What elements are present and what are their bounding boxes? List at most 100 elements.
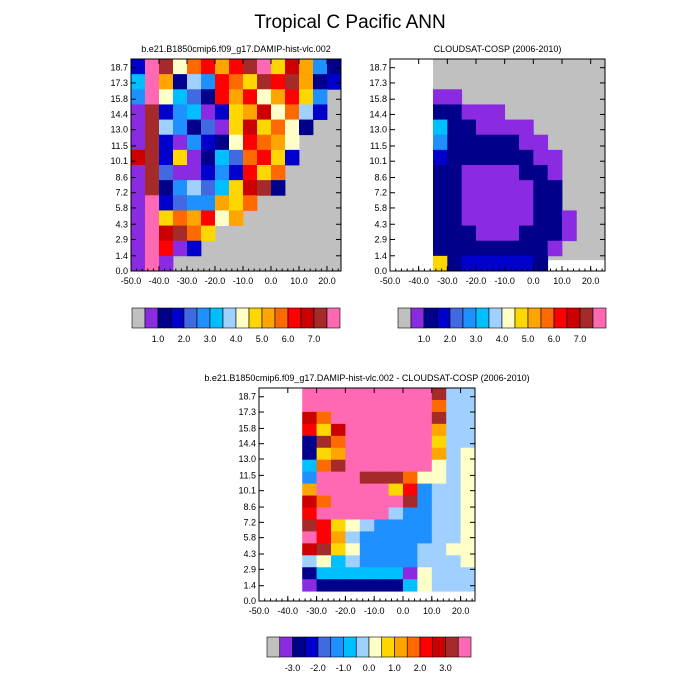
heatmap-cell bbox=[271, 59, 286, 75]
heatmap-cell bbox=[417, 579, 433, 592]
heatmap-cell bbox=[374, 399, 389, 413]
heatmap-cell bbox=[173, 195, 188, 211]
heatmap-cell bbox=[313, 104, 328, 120]
heatmap-cell bbox=[131, 210, 146, 226]
heatmap-cell bbox=[490, 134, 506, 151]
heatmap-cell bbox=[359, 423, 375, 437]
y-tick-label: 1.4 bbox=[374, 251, 387, 261]
heatmap-cell bbox=[433, 225, 448, 242]
heatmap-cell bbox=[433, 165, 448, 181]
heatmap-cell bbox=[173, 59, 188, 75]
heatmap-cell bbox=[461, 104, 477, 120]
heatmap-cell bbox=[460, 519, 476, 532]
x-tick-label: 0.0 bbox=[265, 276, 278, 286]
heatmap-cell bbox=[446, 507, 461, 520]
heatmap-cell bbox=[388, 495, 404, 508]
heatmap-cell bbox=[461, 165, 477, 181]
heatmap-cell bbox=[431, 471, 447, 485]
heatmap-cell bbox=[257, 180, 272, 196]
heatmap-cell bbox=[374, 555, 389, 568]
colorbar-swatch bbox=[579, 307, 594, 329]
heatmap-cell bbox=[187, 240, 202, 257]
heatmap-cell bbox=[331, 567, 346, 580]
heatmap-cell bbox=[187, 59, 202, 75]
heatmap-cell bbox=[331, 399, 346, 413]
heatmap-cell bbox=[229, 119, 244, 136]
heatmap-cell bbox=[187, 119, 202, 136]
x-tick-label: -10.0 bbox=[233, 276, 254, 286]
heatmap-cell bbox=[345, 555, 361, 568]
heatmap-cell bbox=[187, 225, 202, 242]
heatmap-cell bbox=[533, 210, 549, 226]
heatmap-cell bbox=[374, 471, 389, 485]
heatmap-cell bbox=[187, 165, 202, 181]
colorbar-label: 1.0 bbox=[152, 334, 165, 344]
colorbar-label: 2.0 bbox=[414, 663, 427, 673]
heatmap-cell bbox=[461, 119, 477, 136]
colorbar-swatch bbox=[475, 307, 490, 329]
heatmap-cell bbox=[187, 210, 202, 226]
heatmap-cell bbox=[433, 255, 448, 272]
heatmap-cell bbox=[173, 104, 188, 120]
y-tick-label: 17.3 bbox=[238, 407, 256, 417]
colorbar-label: 0.0 bbox=[363, 663, 376, 673]
heatmap-cell bbox=[131, 225, 146, 242]
heatmap-cell bbox=[417, 471, 433, 485]
heatmap-cell bbox=[229, 104, 244, 120]
heatmap-cell bbox=[533, 165, 549, 181]
heatmap-cell bbox=[331, 423, 346, 437]
colorbar-swatch bbox=[287, 307, 302, 329]
heatmap-cell bbox=[460, 388, 476, 401]
y-tick-label: 5.8 bbox=[374, 203, 387, 213]
heatmap-cell bbox=[461, 149, 477, 166]
heatmap-cell bbox=[490, 104, 506, 120]
heatmap-cell bbox=[476, 210, 491, 226]
colorbar-label: -1.0 bbox=[336, 663, 352, 673]
heatmap-cell bbox=[504, 180, 520, 196]
heatmap-cell bbox=[159, 59, 174, 75]
heatmap-cell bbox=[201, 180, 216, 196]
heatmap-cell bbox=[285, 59, 300, 75]
heatmap-cell bbox=[131, 180, 146, 196]
heatmap-cell bbox=[403, 411, 418, 425]
heatmap-cell bbox=[345, 388, 361, 401]
heatmap-cell bbox=[131, 240, 146, 257]
heatmap-cell bbox=[316, 435, 332, 449]
heatmap-cell bbox=[374, 531, 389, 544]
heatmap-cell bbox=[374, 519, 389, 532]
x-tick-label: -30.0 bbox=[306, 606, 327, 616]
colorbar-swatch bbox=[406, 636, 421, 658]
heatmap-cell bbox=[403, 423, 418, 437]
heatmap-cell bbox=[159, 180, 174, 196]
heatmap-cell bbox=[519, 180, 534, 196]
y-tick-label: 8.6 bbox=[243, 502, 256, 512]
heatmap-cell bbox=[447, 240, 463, 257]
y-tick-label: 0.0 bbox=[374, 266, 387, 276]
colorbar-swatch bbox=[566, 307, 581, 329]
heatmap-cell bbox=[331, 555, 346, 568]
colorbar-label: 2.0 bbox=[444, 334, 457, 344]
heatmap-cell bbox=[547, 149, 563, 166]
heatmap-cell bbox=[417, 519, 433, 532]
colorbar-swatch bbox=[300, 307, 315, 329]
x-tick-label: -50.0 bbox=[380, 276, 401, 286]
heatmap-cell bbox=[359, 411, 375, 425]
y-tick-label: 1.4 bbox=[115, 251, 128, 261]
heatmap-cell bbox=[316, 519, 332, 532]
heatmap-cell bbox=[173, 210, 188, 226]
heatmap-cell bbox=[504, 210, 520, 226]
heatmap-cell bbox=[359, 519, 375, 532]
heatmap-cell bbox=[403, 579, 418, 592]
heatmap-cell bbox=[490, 240, 506, 257]
heatmap-cell bbox=[243, 104, 258, 120]
colorbar-swatch bbox=[514, 307, 529, 329]
heatmap-cell bbox=[331, 435, 346, 449]
heatmap-cell bbox=[431, 555, 447, 568]
heatmap-cell bbox=[519, 134, 534, 151]
heatmap-cell bbox=[145, 119, 160, 136]
heatmap-cell bbox=[145, 225, 160, 242]
colorbar-swatch bbox=[397, 307, 412, 329]
x-tick-label: -40.0 bbox=[278, 606, 299, 616]
heatmap-cell bbox=[403, 399, 418, 413]
heatmap-cell bbox=[460, 579, 476, 592]
